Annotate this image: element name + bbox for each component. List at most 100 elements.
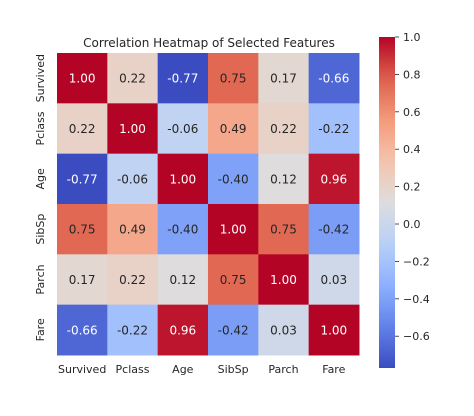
- cell-value-label: 0.03: [270, 323, 297, 337]
- cell-value-label: 0.49: [119, 223, 146, 237]
- heatmap-cell-fare-parch: [258, 304, 310, 356]
- heatmap-cell-fare-age: [157, 304, 209, 356]
- cell-value-label: -0.42: [218, 323, 249, 337]
- y-tick-label-survived: Survived: [34, 54, 47, 102]
- y-axis-tick-labels: Survived Pclass Age SibSp Parch Fare: [34, 54, 47, 341]
- cell-value-label: 0.22: [270, 122, 297, 136]
- cell-value-label: 0.96: [169, 323, 196, 337]
- heatmap-cell-fare-sibsp: [207, 304, 259, 356]
- colorbar-tick-label: −0.2: [403, 255, 430, 268]
- heatmap-cell-sibsp-survived: [57, 203, 108, 255]
- heatmap-cell-pclass-pclass: [107, 103, 159, 155]
- cell-value-label: -0.77: [167, 72, 198, 86]
- cell-value-label: 0.12: [169, 273, 196, 287]
- cell-value-label: 1.00: [220, 223, 247, 237]
- cell-value-label: -0.40: [218, 172, 249, 186]
- colorbar-ticks: −0.6 −0.4 −0.2 0.0 0.2 0.4 0.6 0.8 1.0: [395, 31, 430, 343]
- heatmap-cell-age-survived: [57, 153, 108, 205]
- y-tick-label-pclass: Pclass: [34, 111, 47, 145]
- cell-value-label: 0.22: [119, 72, 146, 86]
- heatmap-cell-parch-fare: [308, 254, 360, 306]
- heatmap-cell-fare-fare: [308, 304, 360, 356]
- heatmap-cell-parch-age: [157, 254, 209, 306]
- cell-value-label: 1.00: [320, 323, 347, 337]
- heatmap-cell-pclass-fare: [308, 103, 360, 155]
- colorbar-tick-label: −0.4: [403, 293, 430, 306]
- x-tick-label-pclass: Pclass: [116, 363, 150, 376]
- heatmap-cell-pclass-age: [157, 103, 209, 155]
- colorbar-tick-label: 0.6: [403, 106, 421, 119]
- cell-value-label: 0.75: [220, 72, 247, 86]
- heatmap-cell-survived-fare: [308, 53, 360, 104]
- heatmap-cell-sibsp-pclass: [107, 203, 159, 255]
- heatmap-cell-sibsp-sibsp: [207, 203, 259, 255]
- cell-value-label: -0.22: [117, 323, 148, 337]
- y-tick-label-sibsp: SibSp: [34, 214, 47, 245]
- heatmap-cell-parch-survived: [57, 254, 108, 306]
- heatmap-cell-pclass-survived: [57, 103, 108, 155]
- heatmap-cell-parch-sibsp: [207, 254, 259, 306]
- cell-value-label: -0.42: [318, 223, 349, 237]
- colorbar-tick-label: 0.0: [403, 218, 421, 231]
- cell-value-label: -0.77: [67, 172, 98, 186]
- heatmap-cell-fare-survived: [57, 304, 108, 356]
- heatmap-cell-age-fare: [308, 153, 360, 205]
- cell-value-label: 0.17: [270, 72, 297, 86]
- y-tick-label-parch: Parch: [34, 264, 47, 294]
- heatmap-cell-survived-age: [157, 53, 209, 104]
- colorbar: [379, 37, 395, 368]
- heatmap-cell-pclass-parch: [258, 103, 310, 155]
- heatmap-cell-sibsp-parch: [258, 203, 310, 255]
- colorbar-tick-label: 0.8: [403, 68, 421, 81]
- x-tick-label-survived: Survived: [58, 363, 106, 376]
- heatmap-cell-sibsp-age: [157, 203, 209, 255]
- colorbar-tick-label: −0.6: [403, 330, 430, 343]
- cell-value-label: 1.00: [119, 122, 146, 136]
- heatmap-cell-survived-survived: [57, 53, 108, 104]
- cell-value-label: 0.96: [320, 172, 347, 186]
- x-tick-label-parch: Parch: [268, 363, 298, 376]
- heatmap-cell-survived-sibsp: [207, 53, 259, 104]
- cell-value-label: 0.22: [69, 122, 96, 136]
- heatmap-cell-parch-parch: [258, 254, 310, 306]
- cell-value-label: 1.00: [69, 72, 96, 86]
- heatmap-cells: 1.00 0.22 -0.77 0.75 0.17 -0.66 0.22 1.00 -0.06 0…: [57, 53, 360, 356]
- y-tick-label-age: Age: [34, 168, 47, 190]
- x-tick-label-fare: Fare: [322, 363, 345, 376]
- cell-value-label: 0.49: [220, 122, 247, 136]
- x-tick-label-sibsp: SibSp: [218, 363, 249, 376]
- cell-value-label: -0.22: [318, 122, 349, 136]
- cell-value-label: -0.40: [167, 223, 198, 237]
- cell-value-label: -0.66: [67, 323, 98, 337]
- cell-value-label: 0.75: [220, 273, 247, 287]
- chart-title: Correlation Heatmap of Selected Features: [83, 36, 335, 50]
- heatmap-cell-survived-parch: [258, 53, 310, 104]
- y-tick-label-fare: Fare: [34, 318, 47, 341]
- cell-value-label: 0.75: [69, 223, 96, 237]
- x-axis-tick-labels: Survived Pclass Age SibSp Parch Fare: [58, 363, 346, 376]
- cell-value-label: 1.00: [270, 273, 297, 287]
- cell-value-label: 0.12: [270, 172, 297, 186]
- cell-value-label: 0.03: [320, 273, 347, 287]
- cell-value-label: -0.06: [167, 122, 198, 136]
- heatmap-cell-fare-pclass: [107, 304, 159, 356]
- colorbar-tick-label: 1.0: [403, 31, 421, 44]
- heatmap-cell-sibsp-fare: [308, 203, 360, 255]
- heatmap-cell-survived-pclass: [107, 53, 159, 104]
- heatmap-cell-parch-pclass: [107, 254, 159, 306]
- x-tick-label-age: Age: [172, 363, 194, 376]
- cell-value-label: 0.22: [119, 273, 146, 287]
- cell-value-label: 0.17: [69, 273, 96, 287]
- colorbar-tick-label: 0.2: [403, 181, 421, 194]
- cell-value-label: 1.00: [169, 172, 196, 186]
- heatmap-cell-age-age: [157, 153, 209, 205]
- cell-value-label: -0.06: [117, 172, 148, 186]
- heatmap-cell-age-parch: [258, 153, 310, 205]
- heatmap-cell-age-sibsp: [207, 153, 259, 205]
- cell-value-label: 0.75: [270, 223, 297, 237]
- heatmap-cell-pclass-sibsp: [207, 103, 259, 155]
- heatmap-cell-age-pclass: [107, 153, 159, 205]
- cell-value-label: -0.66: [318, 72, 349, 86]
